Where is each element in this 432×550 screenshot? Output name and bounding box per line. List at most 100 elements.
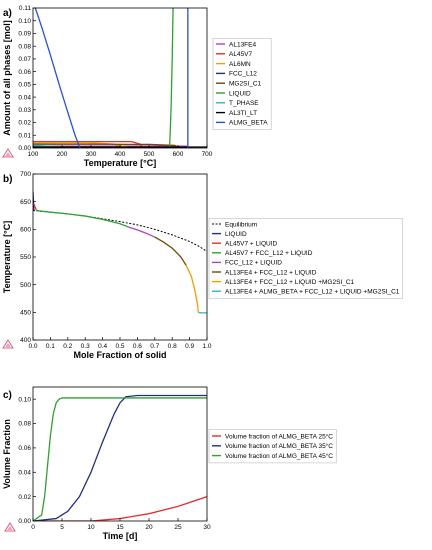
chart-panel-2: c) 0 5 10 15 20 25 30 0.00 0.02 0.04 0.06 0.08 0.10 Ti… (2, 386, 337, 541)
x-tick-label: 0.0 (28, 343, 37, 350)
legend-entry: AL45V7 (229, 51, 253, 58)
x-tick-label: 0.7 (150, 343, 159, 350)
series-line-liquid (168, 8, 174, 148)
x-tick-label: 0.1 (46, 343, 55, 350)
x-tick-label: 20 (145, 524, 153, 531)
logo-marker-icon (2, 148, 14, 158)
panel-label: a) (3, 8, 12, 19)
legend-entry: AL3TI_LT (229, 110, 257, 117)
y-tick-label: 0.06 (18, 69, 31, 76)
y-tick-label: 0.10 (18, 396, 31, 403)
logo-marker-icon (2, 339, 14, 349)
y-axis-label: Amount of all phases [mol] (2, 20, 12, 136)
x-tick-label: 0.5 (115, 343, 124, 350)
x-tick-label: 10 (87, 524, 95, 531)
x-tick-label: 15 (116, 524, 124, 531)
series-line-volume-fraction-of-almg-beta-25-c (33, 496, 207, 521)
legend-entry: LIQUID (225, 231, 247, 238)
x-tick-label: 0.9 (185, 343, 194, 350)
chart-panel-0: a) 100 200 300 400 500 600 700 0.00 0.01 0.02 0.03 0… (2, 5, 272, 168)
legend-entry: Equilibrium (225, 221, 257, 228)
series-line-almg-beta (34, 8, 81, 148)
series-line-al13fe4-fcc-l12-liquid-mg2si-c1 (185, 265, 199, 313)
series-line-al45v7 (33, 140, 144, 148)
plot-frame (32, 386, 208, 522)
legend-box (208, 218, 404, 299)
x-tick-label: 5 (60, 524, 64, 531)
series-line-mg2si-c1 (33, 143, 179, 148)
y-tick-label: 0.01 (18, 132, 31, 139)
series-line-equilibrium (33, 210, 207, 252)
panel-label: b) (3, 174, 12, 185)
legend: Equilibrium LIQUID AL45V7 + LIQUID AL45V7 +… (208, 218, 404, 299)
y-tick-label: 0.05 (18, 82, 31, 89)
legend-entry: AL45V7 + LIQUID (225, 241, 278, 248)
y-tick-label: 0.07 (18, 56, 31, 63)
x-tick-label: 400 (115, 151, 126, 158)
x-tick-label: 1.0 (202, 343, 211, 350)
legend-box (208, 428, 337, 464)
y-tick-label: 500 (20, 282, 31, 289)
x-tick-label: 25 (174, 524, 182, 531)
legend-entry: AL13FE4 + FCC_L12 + LIQUID (225, 269, 317, 276)
legend-entry: Volume fraction of ALMG_BETA 35°C (225, 442, 333, 450)
legend: Volume fraction of ALMG_BETA 25°C Volume … (208, 428, 337, 464)
legend-entry: ALMG_BETA (229, 120, 268, 127)
legend-entry: AL13FE4 + FCC_L12 + LIQUID +MG2SI_C1 (225, 279, 355, 286)
y-tick-label: 0.00 (18, 518, 31, 525)
x-axis-label: Time [d] (103, 531, 138, 541)
y-tick-label: 0.08 (18, 421, 31, 428)
legend-entry: MG2SI_C1 (229, 81, 262, 88)
x-tick-label: 300 (86, 151, 97, 158)
y-tick-label: 0.09 (18, 31, 31, 38)
legend-entry: FCC_L12 (229, 71, 257, 78)
y-tick-label: 0.02 (18, 120, 31, 127)
y-tick-label: 0.04 (18, 469, 31, 476)
x-tick-label: 0.8 (168, 343, 177, 350)
y-tick-label: 0.03 (18, 107, 31, 114)
legend-entry: Volume fraction of ALMG_BETA 45°C (225, 452, 333, 460)
series-line-al45v7-liquid (33, 203, 38, 211)
x-tick-label: 0.3 (81, 343, 90, 350)
x-tick-label: 100 (28, 151, 39, 158)
y-tick-label: 0.10 (18, 18, 31, 25)
series-line-volume-fraction-of-almg-beta-35-c (33, 394, 207, 521)
y-axis-label: Volume Fraction (2, 419, 12, 489)
series-line-al13fe4-almg-beta-fcc-l12-liquid-mg2si-c1 (198, 311, 207, 314)
legend-entry: FCC_L12 + LIQUID (225, 260, 282, 267)
series-line-al13fe4-fcc-l12-liquid (154, 236, 187, 266)
chart-panel-1: b) 0.0 0.1 0.2 0.3 0.4 0.5 0.6 0.7 0.8 0.9 1.0 400 45… (2, 171, 404, 360)
y-tick-label: 400 (20, 337, 31, 344)
legend-entry: AL45V7 + FCC_L12 + LIQUID (225, 250, 313, 257)
legend-entry: Volume fraction of ALMG_BETA 25°C (225, 432, 333, 440)
x-tick-label: 0.2 (63, 343, 72, 350)
y-tick-label: 0.04 (18, 94, 31, 101)
x-axis-label: Temperature [°C] (84, 158, 156, 168)
legend-box (212, 37, 272, 130)
legend-entry: AL6MN (229, 61, 251, 68)
x-tick-label: 500 (144, 151, 155, 158)
x-tick-label: 0 (31, 524, 35, 531)
x-tick-label: 0.6 (133, 343, 142, 350)
legend-entry: LIQUID (229, 90, 251, 97)
x-tick-label: 200 (57, 151, 68, 158)
y-tick-label: 0.06 (18, 445, 31, 452)
y-tick-label: 0.00 (18, 145, 31, 152)
y-tick-label: 700 (20, 171, 31, 178)
y-tick-label: 0.11 (19, 5, 32, 12)
legend-entry: T_PHASE (229, 100, 259, 107)
series-line-volume-fraction-of-almg-beta-45-c (33, 397, 207, 521)
y-tick-label: 450 (20, 310, 31, 317)
legend-entry: AL13FE4 (229, 41, 256, 48)
logo-marker-icon (4, 522, 16, 532)
x-tick-label: 600 (173, 151, 184, 158)
plot-frame (32, 7, 208, 149)
x-tick-label: 700 (202, 151, 213, 158)
y-tick-label: 650 (20, 199, 31, 206)
series-line-al45v7-fcc-l12-liquid (36, 209, 129, 228)
y-tick-label: 600 (20, 227, 31, 234)
y-tick-label: 0.08 (18, 43, 31, 50)
legend: AL13FE4 AL45V7 AL6MN FCC_L12 MG2SI_C1 LIQUID T… (212, 37, 272, 130)
legend-entry: AL13FE4 + ALMG_BETA + FCC_L12 + LIQUID +… (225, 289, 400, 296)
